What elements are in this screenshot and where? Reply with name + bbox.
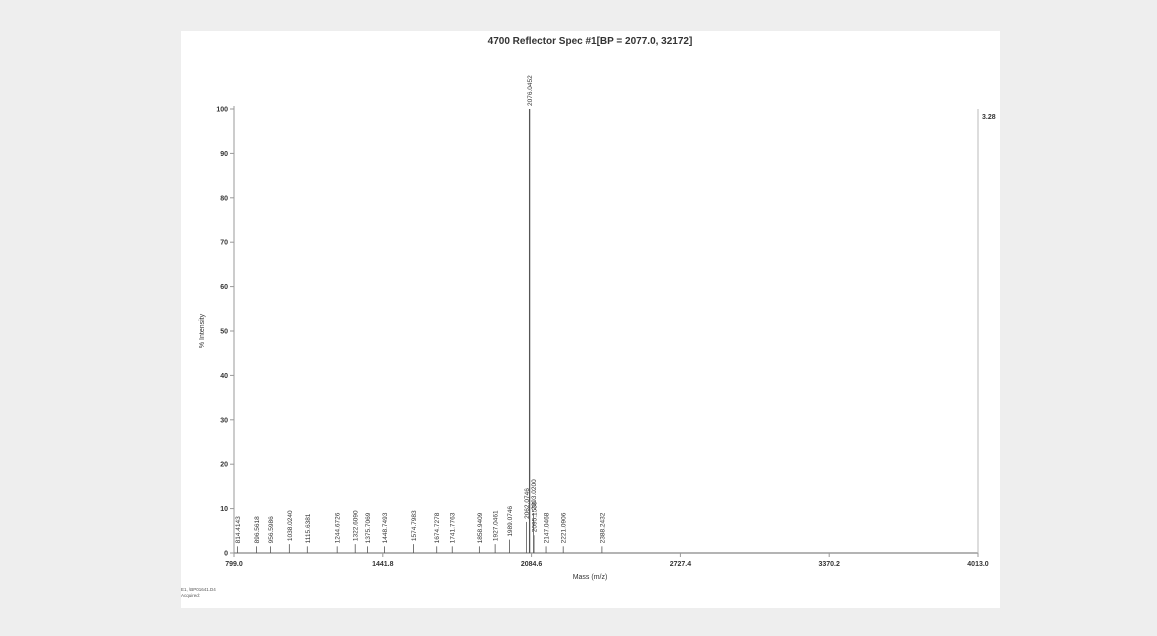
peak-label: 814.4143 [235,516,242,543]
y-tick-label: 70 [220,240,228,247]
peak-label: 1322.6090 [353,510,360,541]
x-tick-label: 2084.6 [521,561,543,568]
y-tick-label: 10 [220,506,228,513]
right-scale-label: 3.28 [982,114,996,121]
peak-label: 1989.0746 [507,506,514,537]
peak-label: 956.5986 [268,516,275,543]
peak-label: 2062.0746 [524,488,531,519]
y-tick-label: 40 [220,373,228,380]
x-tick-label: 4013.0 [967,561,989,568]
y-tick-label: 20 [220,462,228,469]
x-tick-label: 3370.2 [818,561,840,568]
peak-label: 1038.0240 [287,510,294,541]
footnote-file: E1, \BP01641.D4 [181,587,216,592]
peak-label: 1927.0461 [493,510,500,541]
y-tick-label: 0 [224,551,228,558]
y-axis-label: % Intensity [199,313,206,348]
peak-label: 1674.7278 [434,512,441,543]
y-tick-label: 80 [220,195,228,202]
y-tick-label: 100 [216,107,228,114]
y-tick-label: 50 [220,329,228,336]
x-tick-label: 2727.4 [670,561,692,568]
peak-label: 2221.0906 [561,512,568,543]
peak-label: 1115.6381 [305,513,312,543]
peak-label: 1448.7493 [382,512,389,543]
y-tick-label: 30 [220,417,228,424]
peak-label: 1858.9409 [477,512,484,543]
mass-spectrum-chart: 4700 Reflector Spec #1[BP = 2077.0, 3217… [181,36,996,598]
y-tick-label: 90 [220,151,228,158]
x-tick-label: 799.0 [225,561,243,568]
peak-label: 1244.6726 [335,512,342,543]
spectrum-scan: 4700 Reflector Spec #1[BP = 2077.0, 3217… [181,31,1000,608]
peak-label: 2093.0200 [531,479,538,510]
chart-title: 4700 Reflector Spec #1[BP = 2077.0, 3217… [488,36,693,47]
peak-label: 896.5618 [254,516,261,543]
x-axis-label: Mass (m/z) [573,574,608,581]
peak-label: 1375.7069 [365,512,372,543]
peak-label: 2388.2432 [599,512,606,543]
peak-label: 2147.0468 [544,512,551,543]
x-tick-label: 1441.8 [372,561,394,568]
footnote-acquired: Acquired: [181,593,200,598]
peak-label: 1574.7983 [411,510,418,541]
peak-label: 2076.0452 [527,75,534,106]
y-tick-label: 60 [220,284,228,291]
peak-label: 2095.1530 [532,501,539,532]
peak-label: 1741.7763 [450,512,457,543]
